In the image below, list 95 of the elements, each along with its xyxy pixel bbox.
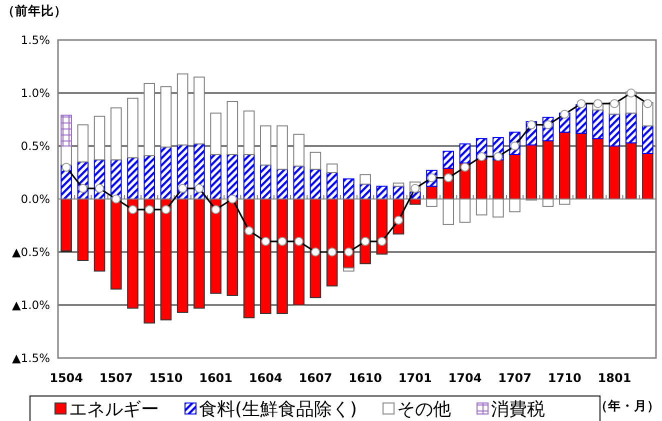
bar [160,86,172,148]
bar [176,198,188,313]
y-tick-label: ▲1.5% [12,351,50,365]
bar [110,159,122,200]
bar [360,184,371,200]
legend-label: エネルギー [69,399,159,420]
bar [343,267,354,272]
y-tick-label: 0.5% [20,139,50,153]
bar [592,138,604,200]
y-tick-label: 0.0% [20,192,50,206]
bar [194,198,205,309]
bar [210,198,222,294]
bar [642,152,654,200]
x-tick-label: 1707 [498,371,532,385]
y-tick-label: 1.0% [20,86,50,100]
bar [276,168,288,200]
bar [526,144,538,200]
bar [160,198,172,320]
bar [360,198,371,264]
bar [608,114,620,146]
bar [592,109,604,140]
bar [293,134,305,167]
bar [326,164,338,173]
bar [442,150,454,169]
bar [77,124,89,162]
bar [360,174,371,185]
bar [310,152,322,170]
x-tick-label: 1604 [248,371,282,385]
x-tick-label: 1504 [50,371,84,385]
legend-label: その他 [397,399,452,420]
bar [160,146,172,200]
bar [127,157,138,200]
bar [509,154,520,200]
bar [260,198,272,314]
bar [110,198,122,290]
bar [276,198,288,314]
legend-label: 消費税 [491,399,546,420]
bar [144,155,156,200]
bar [459,143,471,164]
bar [144,82,156,156]
bar [343,178,354,200]
bar [94,198,106,272]
bar [476,158,488,200]
bar [60,114,72,146]
bar [642,125,654,154]
bar [276,125,288,170]
bar [576,132,587,200]
bar [194,76,205,144]
x-tick-label: 1507 [99,371,133,385]
x-tick-label: 1607 [298,371,332,385]
x-tick-label: 1710 [548,371,582,385]
bar [210,112,222,155]
bar [392,182,404,187]
bar [558,132,570,200]
bar [243,110,255,155]
bar [326,172,338,200]
bar [293,166,305,200]
y-tick-label: ▲0.5% [12,245,50,259]
bar [625,112,637,144]
bar [492,159,504,200]
legend-label: 食料(生鮮食品除く) [199,399,358,420]
bar [260,125,272,166]
bar [542,140,554,200]
bar [310,168,322,200]
bar [77,198,89,261]
bar [293,198,305,306]
bar [576,104,587,134]
bar [326,198,338,286]
bar [127,98,138,158]
bar [210,154,222,200]
x-tick-label: 1801 [598,371,632,385]
bar [243,198,255,318]
y-tick-label: 1.5% [20,33,50,47]
bar [94,116,106,160]
bar [608,146,620,200]
x-tick-label: 1510 [149,371,183,385]
x-tick-label: 1610 [348,371,382,385]
y-tick-label: ▲1.0% [12,298,50,312]
bar [243,154,255,200]
bar [127,198,138,309]
bar [226,198,238,296]
bar [260,164,272,200]
x-tick-label: 1601 [199,371,233,385]
x-tick-label: 1704 [448,371,482,385]
x-axis-title: （年・月） [595,398,660,413]
bar [625,142,637,200]
bar [343,198,354,268]
bar [60,198,72,252]
y-axis-title: （前年比） [2,3,67,18]
bar [110,107,122,160]
bar [226,100,238,155]
bar [176,73,188,146]
bar [144,198,156,324]
bar [310,198,322,298]
x-tick-label: 1701 [398,371,432,385]
